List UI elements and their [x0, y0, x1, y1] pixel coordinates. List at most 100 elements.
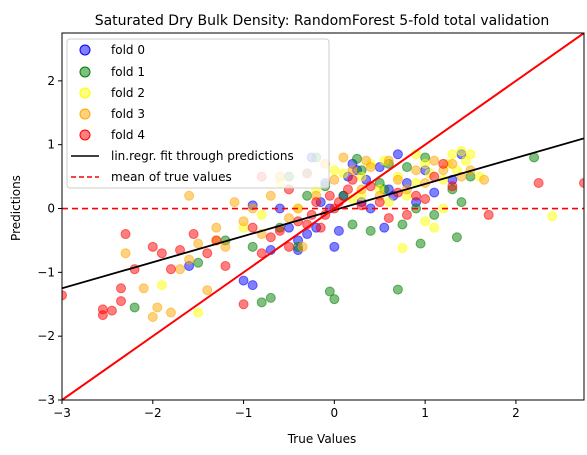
data-point [165, 307, 176, 318]
legend-frame [66, 38, 330, 189]
data-point [329, 294, 340, 305]
data-point [324, 190, 335, 201]
data-point [365, 162, 376, 173]
data-point [392, 174, 403, 185]
data-point [342, 184, 353, 195]
fit-line [62, 137, 584, 290]
data-point [116, 283, 127, 294]
data-point [483, 209, 494, 220]
legend-label-fit-line: lin.regr. fit through predictions [111, 149, 294, 163]
data-point [193, 238, 204, 249]
data-point [247, 280, 258, 291]
data-point [356, 171, 367, 182]
data-point [420, 193, 431, 204]
data-point [397, 243, 408, 254]
data-point [374, 197, 385, 208]
series-fold-3 [120, 152, 490, 323]
data-point [329, 241, 340, 252]
data-point [274, 225, 285, 236]
data-point [420, 158, 431, 169]
data-point [138, 283, 149, 294]
data-point [365, 225, 376, 236]
x-tick-label: 2 [512, 406, 520, 420]
data-point [451, 232, 462, 243]
data-point [429, 222, 440, 233]
data-point [247, 222, 258, 233]
x-tick-label: 0 [331, 406, 339, 420]
data-point [352, 153, 363, 164]
data-point [106, 305, 117, 316]
y-tick-label: −1 [37, 265, 55, 279]
data-point [238, 216, 249, 227]
data-point [302, 190, 313, 201]
x-axis-title: True Values [287, 432, 357, 446]
data-point [229, 197, 240, 208]
data-point [283, 241, 294, 252]
data-point [420, 216, 431, 227]
data-point [152, 302, 163, 313]
legend-label-fold-0: fold 0 [111, 43, 145, 57]
data-point [256, 248, 267, 259]
data-point [456, 146, 467, 157]
data-point [401, 162, 412, 173]
data-point [97, 310, 108, 321]
x-tick-label: 1 [421, 406, 429, 420]
data-point [392, 284, 403, 295]
data-point [438, 158, 449, 169]
data-point [256, 297, 267, 308]
data-point [129, 302, 140, 313]
data-point [397, 219, 408, 230]
data-point [547, 211, 558, 222]
data-point [333, 225, 344, 236]
data-point [302, 229, 313, 240]
data-point [184, 190, 195, 201]
x-tick-label: −3 [53, 406, 71, 420]
data-point [265, 232, 276, 243]
data-point [156, 248, 167, 259]
data-point [175, 264, 186, 275]
data-point [429, 187, 440, 198]
data-point [383, 155, 394, 166]
data-point [401, 209, 412, 220]
data-point [220, 241, 231, 252]
data-point [165, 264, 176, 275]
data-point [116, 296, 127, 307]
data-point [297, 241, 308, 252]
data-point [456, 197, 467, 208]
plot-frame [61, 32, 585, 401]
data-point [383, 213, 394, 224]
data-point [193, 257, 204, 268]
data-point [202, 248, 213, 259]
data-point [211, 222, 222, 233]
data-point [347, 219, 358, 230]
y-tick-label: 0 [47, 202, 55, 216]
legend-label-fold-4: fold 4 [111, 128, 145, 142]
legend-label-fold-1: fold 1 [111, 65, 145, 79]
legend-marker-fold-0 [79, 44, 91, 56]
data-point [184, 254, 195, 265]
data-point [447, 181, 458, 192]
data-point [147, 241, 158, 252]
legend-marker-fold-3 [79, 108, 91, 120]
data-point [411, 190, 422, 201]
data-point [329, 165, 340, 176]
data-point [311, 197, 322, 208]
data-point [579, 177, 584, 188]
chart-title: Saturated Dry Bulk Density: RandomForest… [95, 13, 550, 29]
data-point [238, 275, 249, 286]
data-point [429, 209, 440, 220]
data-point [202, 285, 213, 296]
data-point [120, 248, 131, 259]
data-point [347, 165, 358, 176]
data-point [62, 290, 67, 301]
data-point [324, 286, 335, 297]
data-point [533, 177, 544, 188]
identity-line [62, 33, 584, 400]
data-point [220, 260, 231, 271]
data-point [383, 197, 394, 208]
y-tick-label: 2 [47, 74, 55, 88]
data-point [120, 229, 131, 240]
data-point [193, 307, 204, 318]
data-point [256, 209, 267, 220]
